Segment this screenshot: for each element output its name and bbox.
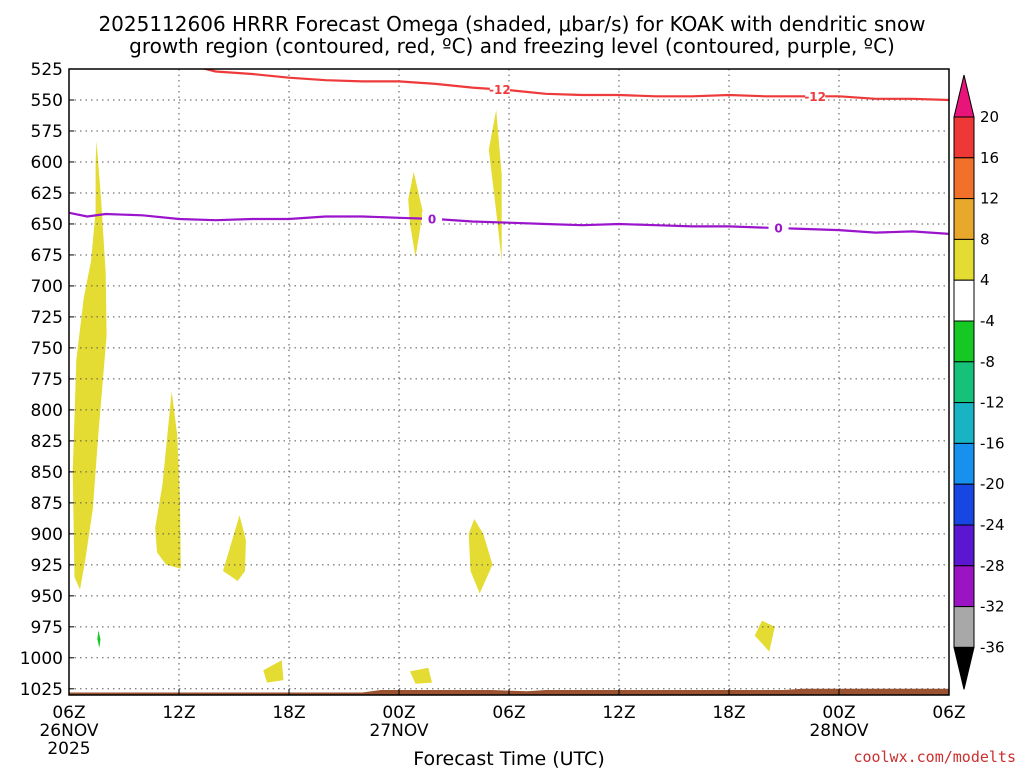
colorbar-segment — [953, 320, 975, 363]
y-tick-label: 925 — [31, 556, 63, 576]
colorbar-label: 4 — [980, 271, 990, 289]
freezing-level-contour-label: 0 — [774, 222, 782, 236]
colorbar-segment — [953, 483, 975, 526]
y-tick-label: 850 — [31, 463, 63, 483]
omega-region-4 — [410, 667, 432, 684]
x-tick-label: 06Z — [492, 703, 525, 723]
y-tick-label: 625 — [31, 184, 63, 204]
colorbar-segment — [953, 565, 975, 608]
snow-growth-contour-line — [201, 69, 949, 102]
y-tick-label: 825 — [31, 432, 63, 452]
freezing-level-contour-label-bg — [422, 211, 442, 226]
colorbar-label: 20 — [980, 108, 999, 126]
snow-growth-contour-label: -12 — [804, 90, 826, 104]
y-tick-label: 575 — [31, 122, 63, 142]
x-tick-label: 00Z — [382, 703, 415, 723]
plot-area: -12 -12 0 0 — [68, 68, 950, 696]
y-tick-label: 600 — [31, 153, 63, 173]
y-tick-label: 950 — [31, 587, 63, 607]
chart-title-line-2: growth region (contoured, red, ºC) and f… — [129, 34, 895, 58]
omega-region-9 — [97, 630, 101, 648]
colorbar-label: -20 — [980, 475, 1005, 493]
y-axis-pressure-ticks: 525 550 575 600 625 650 675 700 725 750 775 800 825 8… — [20, 60, 74, 700]
freezing-level-contour-line — [69, 211, 949, 235]
omega-region-5 — [408, 171, 423, 258]
y-tick-label: 775 — [31, 370, 63, 390]
colorbar-segment — [953, 361, 975, 404]
x-tick-label: 06Z — [52, 703, 85, 723]
omega-region-1 — [155, 391, 181, 569]
credit-text: coolwx.com/modelts — [853, 748, 1016, 766]
x-tick-label: 18Z — [272, 703, 305, 723]
x-tick-label: 12Z — [602, 703, 635, 723]
gridlines — [68, 68, 950, 695]
freezing-level-contour-label: 0 — [428, 212, 436, 226]
colorbar-label: -16 — [980, 434, 1005, 452]
colorbar-label: -36 — [980, 638, 1005, 656]
x-tick-label: 12Z — [162, 703, 195, 723]
colorbar-segment — [953, 524, 975, 567]
colorbar-label: -8 — [980, 353, 995, 371]
x-axis-time-ticks: 06Z 12Z 18Z 00Z 06Z 12Z 18Z 00Z 06Z26NOV202527NO… — [39, 689, 966, 759]
x-tick-label: 18Z — [712, 703, 745, 723]
omega-region-0 — [72, 140, 107, 590]
colorbar-top-arrow — [953, 74, 975, 118]
snow-growth-contour-label: -12 — [489, 83, 511, 97]
colorbar-label: -12 — [980, 394, 1005, 412]
colorbar-label: 12 — [980, 190, 999, 208]
x-axis-label: Forecast Time (UTC) — [413, 748, 604, 768]
omega-shaded-regions — [72, 109, 775, 684]
y-tick-label: 650 — [31, 215, 63, 235]
freezing-level-contour-label-bg — [768, 221, 789, 236]
y-tick-label: 750 — [31, 339, 63, 359]
colorbar-label: 16 — [980, 149, 999, 167]
y-tick-label: 900 — [31, 525, 63, 545]
y-tick-label: 550 — [31, 91, 63, 111]
y-tick-label: 1025 — [20, 680, 63, 700]
y-tick-label: 875 — [31, 494, 63, 514]
chart-title-line-1: 2025112606 HRRR Forecast Omega (shaded, … — [98, 12, 925, 36]
colorbar-segment — [953, 198, 975, 240]
x-tick-label: 00Z — [822, 703, 855, 723]
colorbar-label: -32 — [980, 598, 1005, 616]
contour-lines: -12 -12 0 0 — [69, 69, 949, 236]
x-tick-label: 06Z — [932, 703, 965, 723]
colorbar-segment — [953, 238, 975, 281]
snow-growth-contour-label-bg — [805, 89, 826, 104]
omega-region-3 — [263, 660, 284, 683]
y-tick-label: 1000 — [20, 649, 63, 669]
y-tick-label: 525 — [31, 60, 63, 80]
colorbar-segment — [953, 442, 975, 485]
colorbar-label: -4 — [980, 312, 995, 330]
snow-growth-contour-label-bg — [489, 82, 510, 97]
y-tick-label: 725 — [31, 308, 63, 328]
x-date-label: 27NOV — [369, 721, 428, 741]
omega-region-8 — [754, 620, 775, 652]
colorbar-segment — [953, 402, 975, 444]
colorbar-segment — [953, 116, 975, 159]
colorbar-bottom-arrow — [953, 646, 975, 690]
omega-region-6 — [488, 109, 502, 262]
colorbar-segment — [953, 279, 975, 322]
colorbar-label: -28 — [980, 557, 1005, 575]
x-date-label: 26NOV — [39, 721, 98, 741]
x-date-label: 2025 — [47, 739, 90, 759]
y-tick-label: 700 — [31, 277, 63, 297]
x-date-label: 28NOV — [809, 721, 868, 741]
y-tick-label: 975 — [31, 618, 63, 638]
colorbar-legend: 20 16 12 8 4 -4 -8 -12 -16 -20 -24 -28 -32 -36 — [953, 74, 1005, 690]
colorbar-label: 8 — [980, 230, 990, 248]
colorbar-label: -24 — [980, 516, 1005, 534]
colorbar-segment — [953, 606, 975, 648]
colorbar-segment — [953, 157, 975, 200]
y-tick-label: 800 — [31, 401, 63, 421]
y-tick-label: 675 — [31, 246, 63, 266]
omega-region-2 — [223, 515, 246, 581]
omega-region-7 — [468, 519, 493, 594]
